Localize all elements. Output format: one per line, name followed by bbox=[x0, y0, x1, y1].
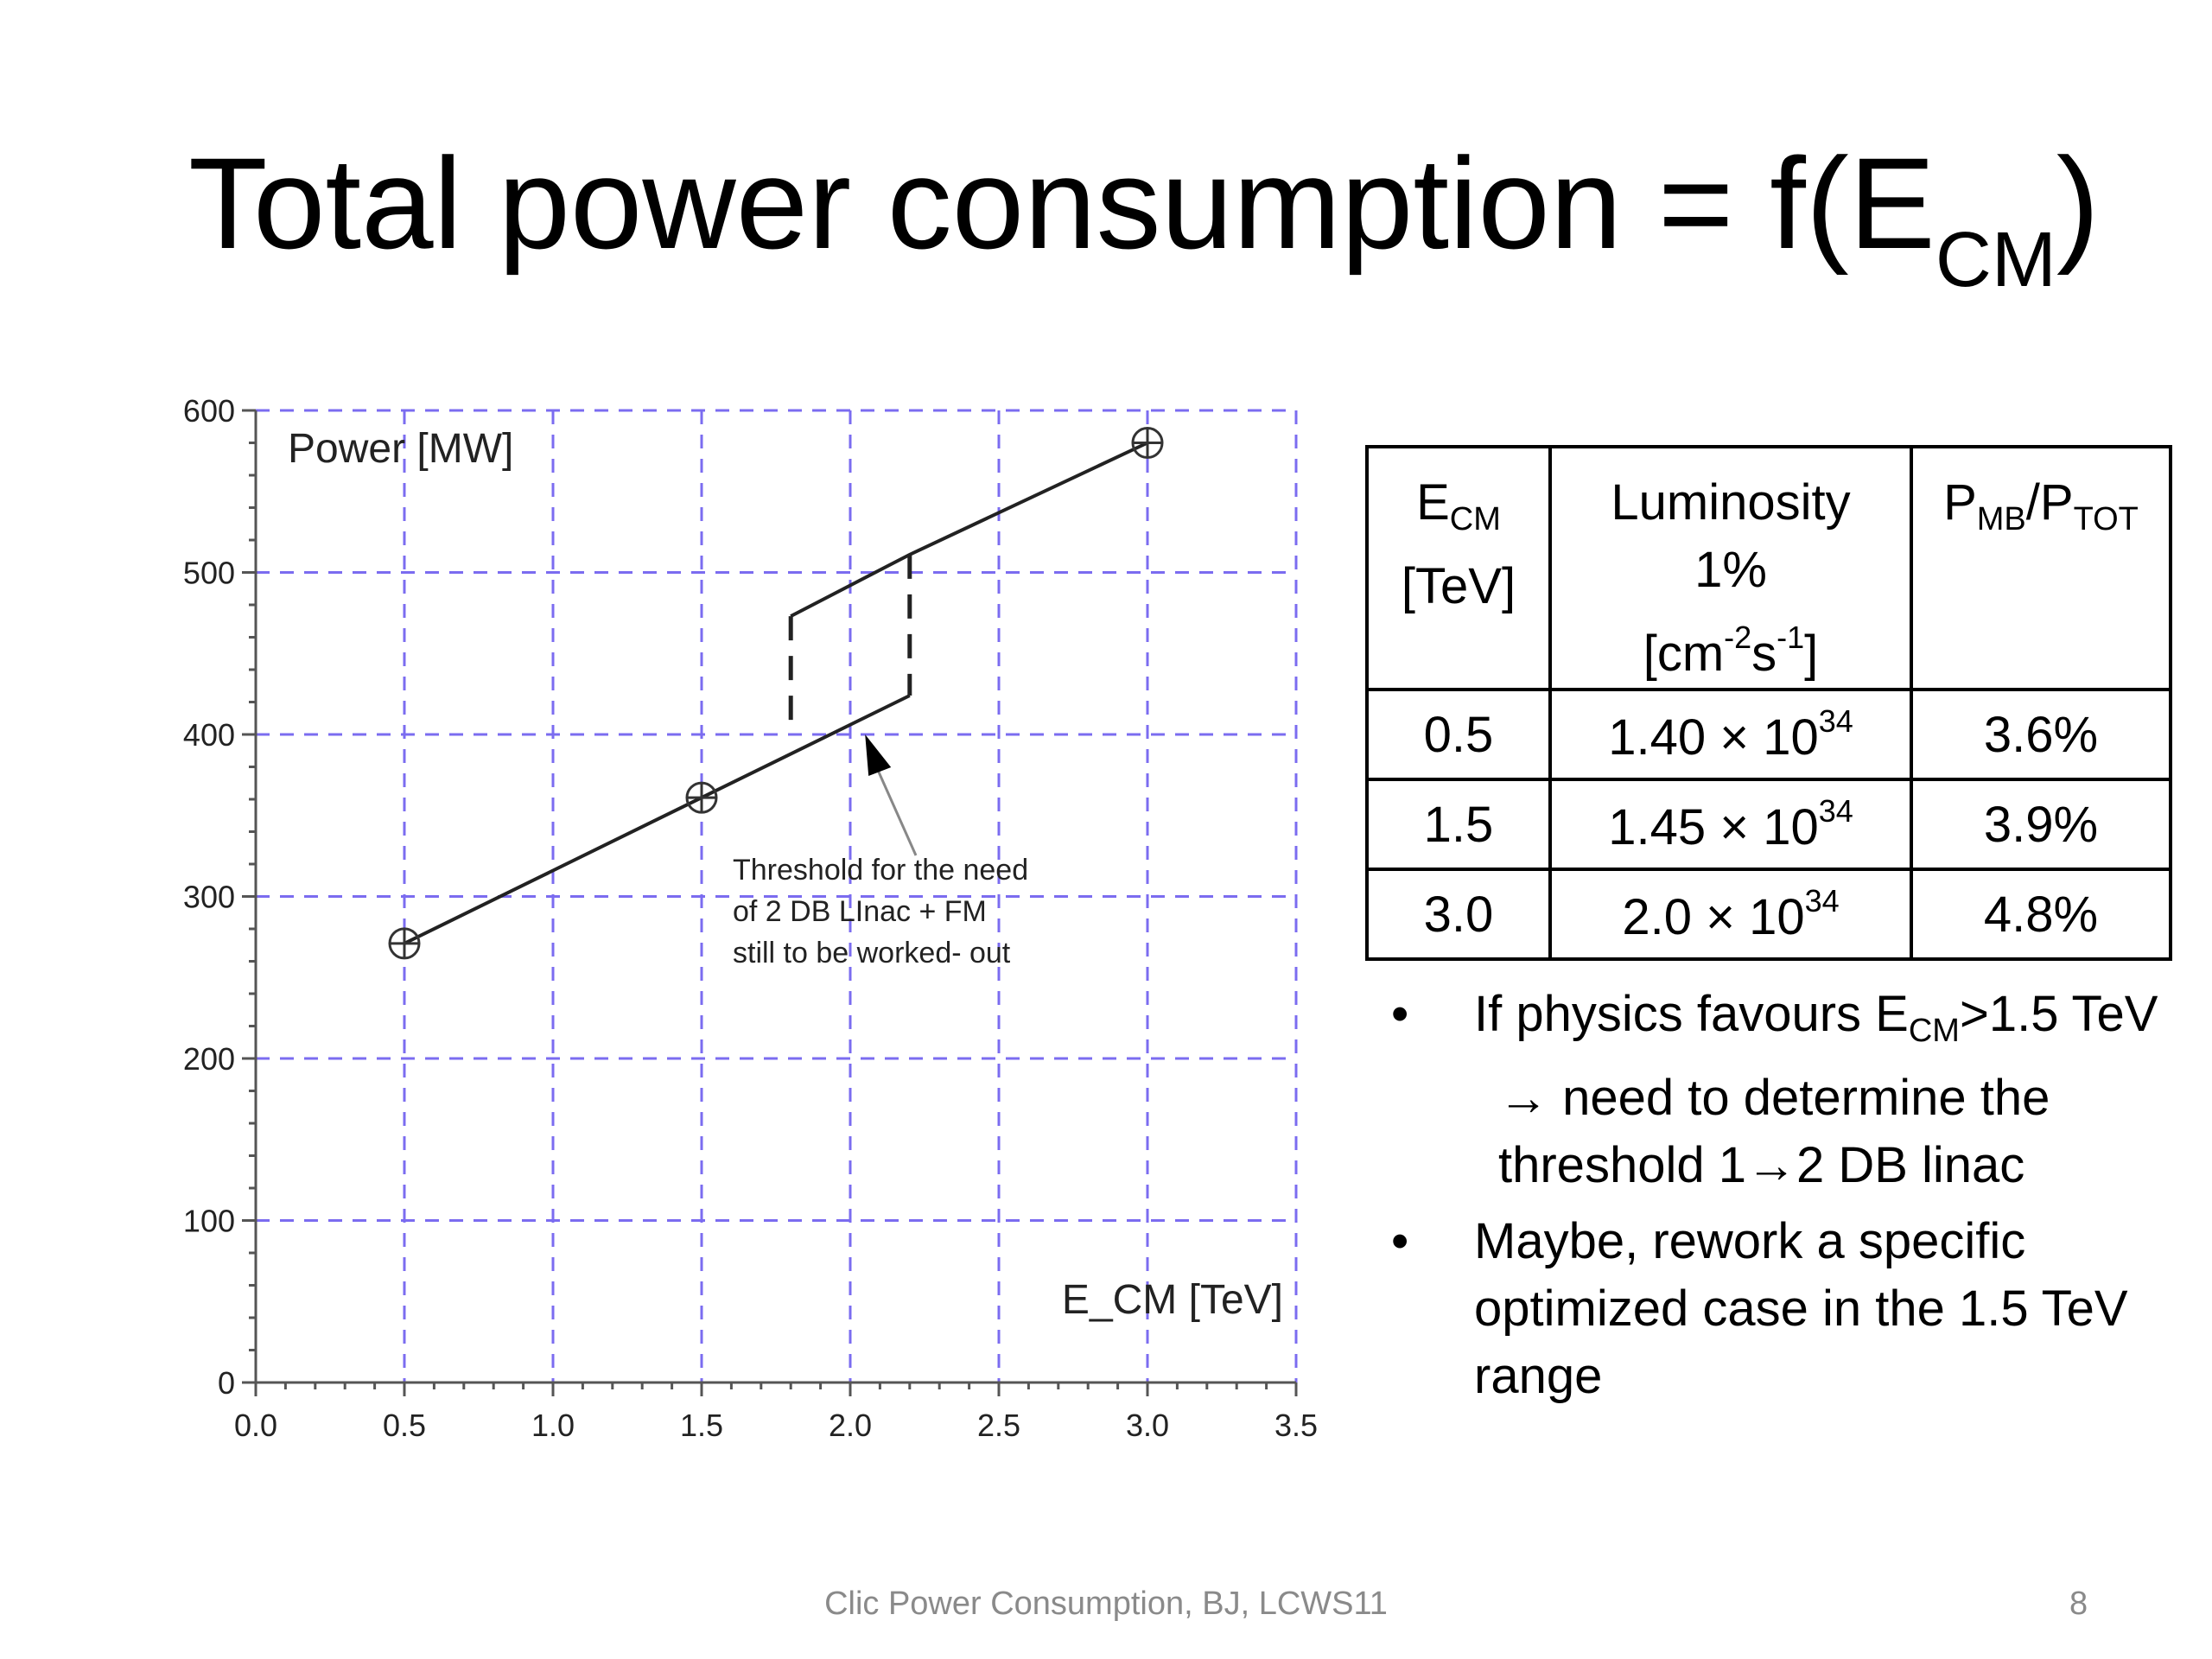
cell-ratio: 3.6% bbox=[1910, 688, 2172, 781]
annotation-text: still to be worked- out bbox=[733, 937, 1011, 969]
power-chart: 0 100 200 300 400 500 600 0.0 0.5 1.0 1.5 2.0 2.5 3.0… bbox=[183, 393, 1318, 1443]
luminosity-table: ECM [TeV] Luminosity 1% [cm-2s-1] PMB/PT… bbox=[1365, 445, 2172, 961]
annotation-text: of 2 DB LInac + FM bbox=[733, 895, 987, 928]
y-tick-label: 0 bbox=[218, 1365, 235, 1401]
cell-ratio: 3.9% bbox=[1910, 778, 2172, 871]
cell-luminosity: 2.0 × 1034 bbox=[1548, 868, 1913, 961]
x-tick-label: 1.5 bbox=[680, 1408, 723, 1443]
x-tick-label: 3.0 bbox=[1126, 1408, 1169, 1443]
cell-ecm: 3.0 bbox=[1365, 868, 1552, 961]
y-tick-label: 300 bbox=[183, 880, 235, 915]
annotation-text: Threshold for the need bbox=[733, 854, 1028, 887]
x-tick-label: 3.5 bbox=[1274, 1408, 1318, 1443]
y-axis-label: Power [MW] bbox=[288, 426, 513, 472]
y-tick-label: 500 bbox=[183, 556, 235, 591]
bullet-marker: • bbox=[1391, 1213, 1409, 1269]
bullet-line: threshold 1→2 DB linac bbox=[1498, 1137, 2025, 1193]
cell-ecm: 1.5 bbox=[1365, 778, 1552, 871]
x-tick-label: 0.0 bbox=[234, 1408, 277, 1443]
y-tick-label: 100 bbox=[183, 1204, 235, 1239]
table-header-row: ECM [TeV] Luminosity 1% [cm-2s-1] PMB/PT… bbox=[1365, 445, 2172, 691]
slide-footer: Clic Power Consumption, BJ, LCWS11 bbox=[824, 1586, 1388, 1622]
header-power-ratio: PMB/PTOT bbox=[1910, 445, 2172, 691]
bullet-line: If physics favours ECM>1.5 TeV bbox=[1474, 986, 2158, 1049]
bullet-line: → need to determine the bbox=[1498, 1070, 2050, 1126]
x-tick-label: 1.0 bbox=[531, 1408, 575, 1443]
y-tick-label: 400 bbox=[183, 717, 235, 753]
x-axis-label: E_CM [TeV] bbox=[1062, 1277, 1283, 1323]
cell-ecm: 0.5 bbox=[1365, 688, 1552, 781]
bullet-marker: • bbox=[1391, 986, 1409, 1042]
cell-luminosity: 1.45 × 1034 bbox=[1548, 778, 1913, 871]
cell-ratio: 4.8% bbox=[1910, 868, 2172, 961]
bullet-item: • If physics favours ECM>1.5 TeV → need … bbox=[1382, 981, 2177, 1199]
table-row: 1.5 1.45 × 1034 3.9% bbox=[1365, 778, 2172, 871]
x-tick-label: 2.0 bbox=[829, 1408, 872, 1443]
table-row: 3.0 2.0 × 1034 4.8% bbox=[1365, 868, 2172, 961]
y-tick-label: 600 bbox=[183, 393, 235, 429]
bullet-text: Maybe, rework a specific optimized case … bbox=[1474, 1213, 2128, 1404]
chart-labels: Power [MW] E_CM [TeV] bbox=[288, 426, 1283, 1323]
annotation-arrow-head bbox=[865, 734, 892, 776]
annotation-arrow-shaft bbox=[870, 756, 918, 856]
power-line bbox=[404, 694, 911, 945]
power-line bbox=[790, 441, 1148, 618]
bullet-list: • If physics favours ECM>1.5 TeV → need … bbox=[1382, 981, 2177, 1419]
slide-title: Total power consumption = f(ECM) bbox=[188, 130, 2100, 303]
x-tick-label: 2.5 bbox=[977, 1408, 1020, 1443]
cell-luminosity: 1.40 × 1034 bbox=[1548, 688, 1913, 781]
chart-markers bbox=[388, 427, 1164, 960]
chart-axes: 0 100 200 300 400 500 600 0.0 0.5 1.0 1.5 2.0 2.5 3.0… bbox=[183, 393, 1318, 1443]
header-ecm: ECM [TeV] bbox=[1365, 445, 1552, 691]
x-tick-label: 0.5 bbox=[383, 1408, 426, 1443]
table-row: 0.5 1.40 × 1034 3.6% bbox=[1365, 688, 2172, 781]
chart-lines bbox=[404, 441, 1148, 945]
y-tick-label: 200 bbox=[183, 1041, 235, 1077]
bullet-item: • Maybe, rework a specific optimized cas… bbox=[1382, 1208, 2177, 1410]
threshold-annotation: Threshold for the need of 2 DB LInac + FM… bbox=[733, 734, 1028, 969]
header-luminosity: Luminosity 1% [cm-2s-1] bbox=[1548, 445, 1913, 691]
page-number: 8 bbox=[2069, 1586, 2088, 1622]
chart-grid bbox=[256, 409, 1298, 1382]
